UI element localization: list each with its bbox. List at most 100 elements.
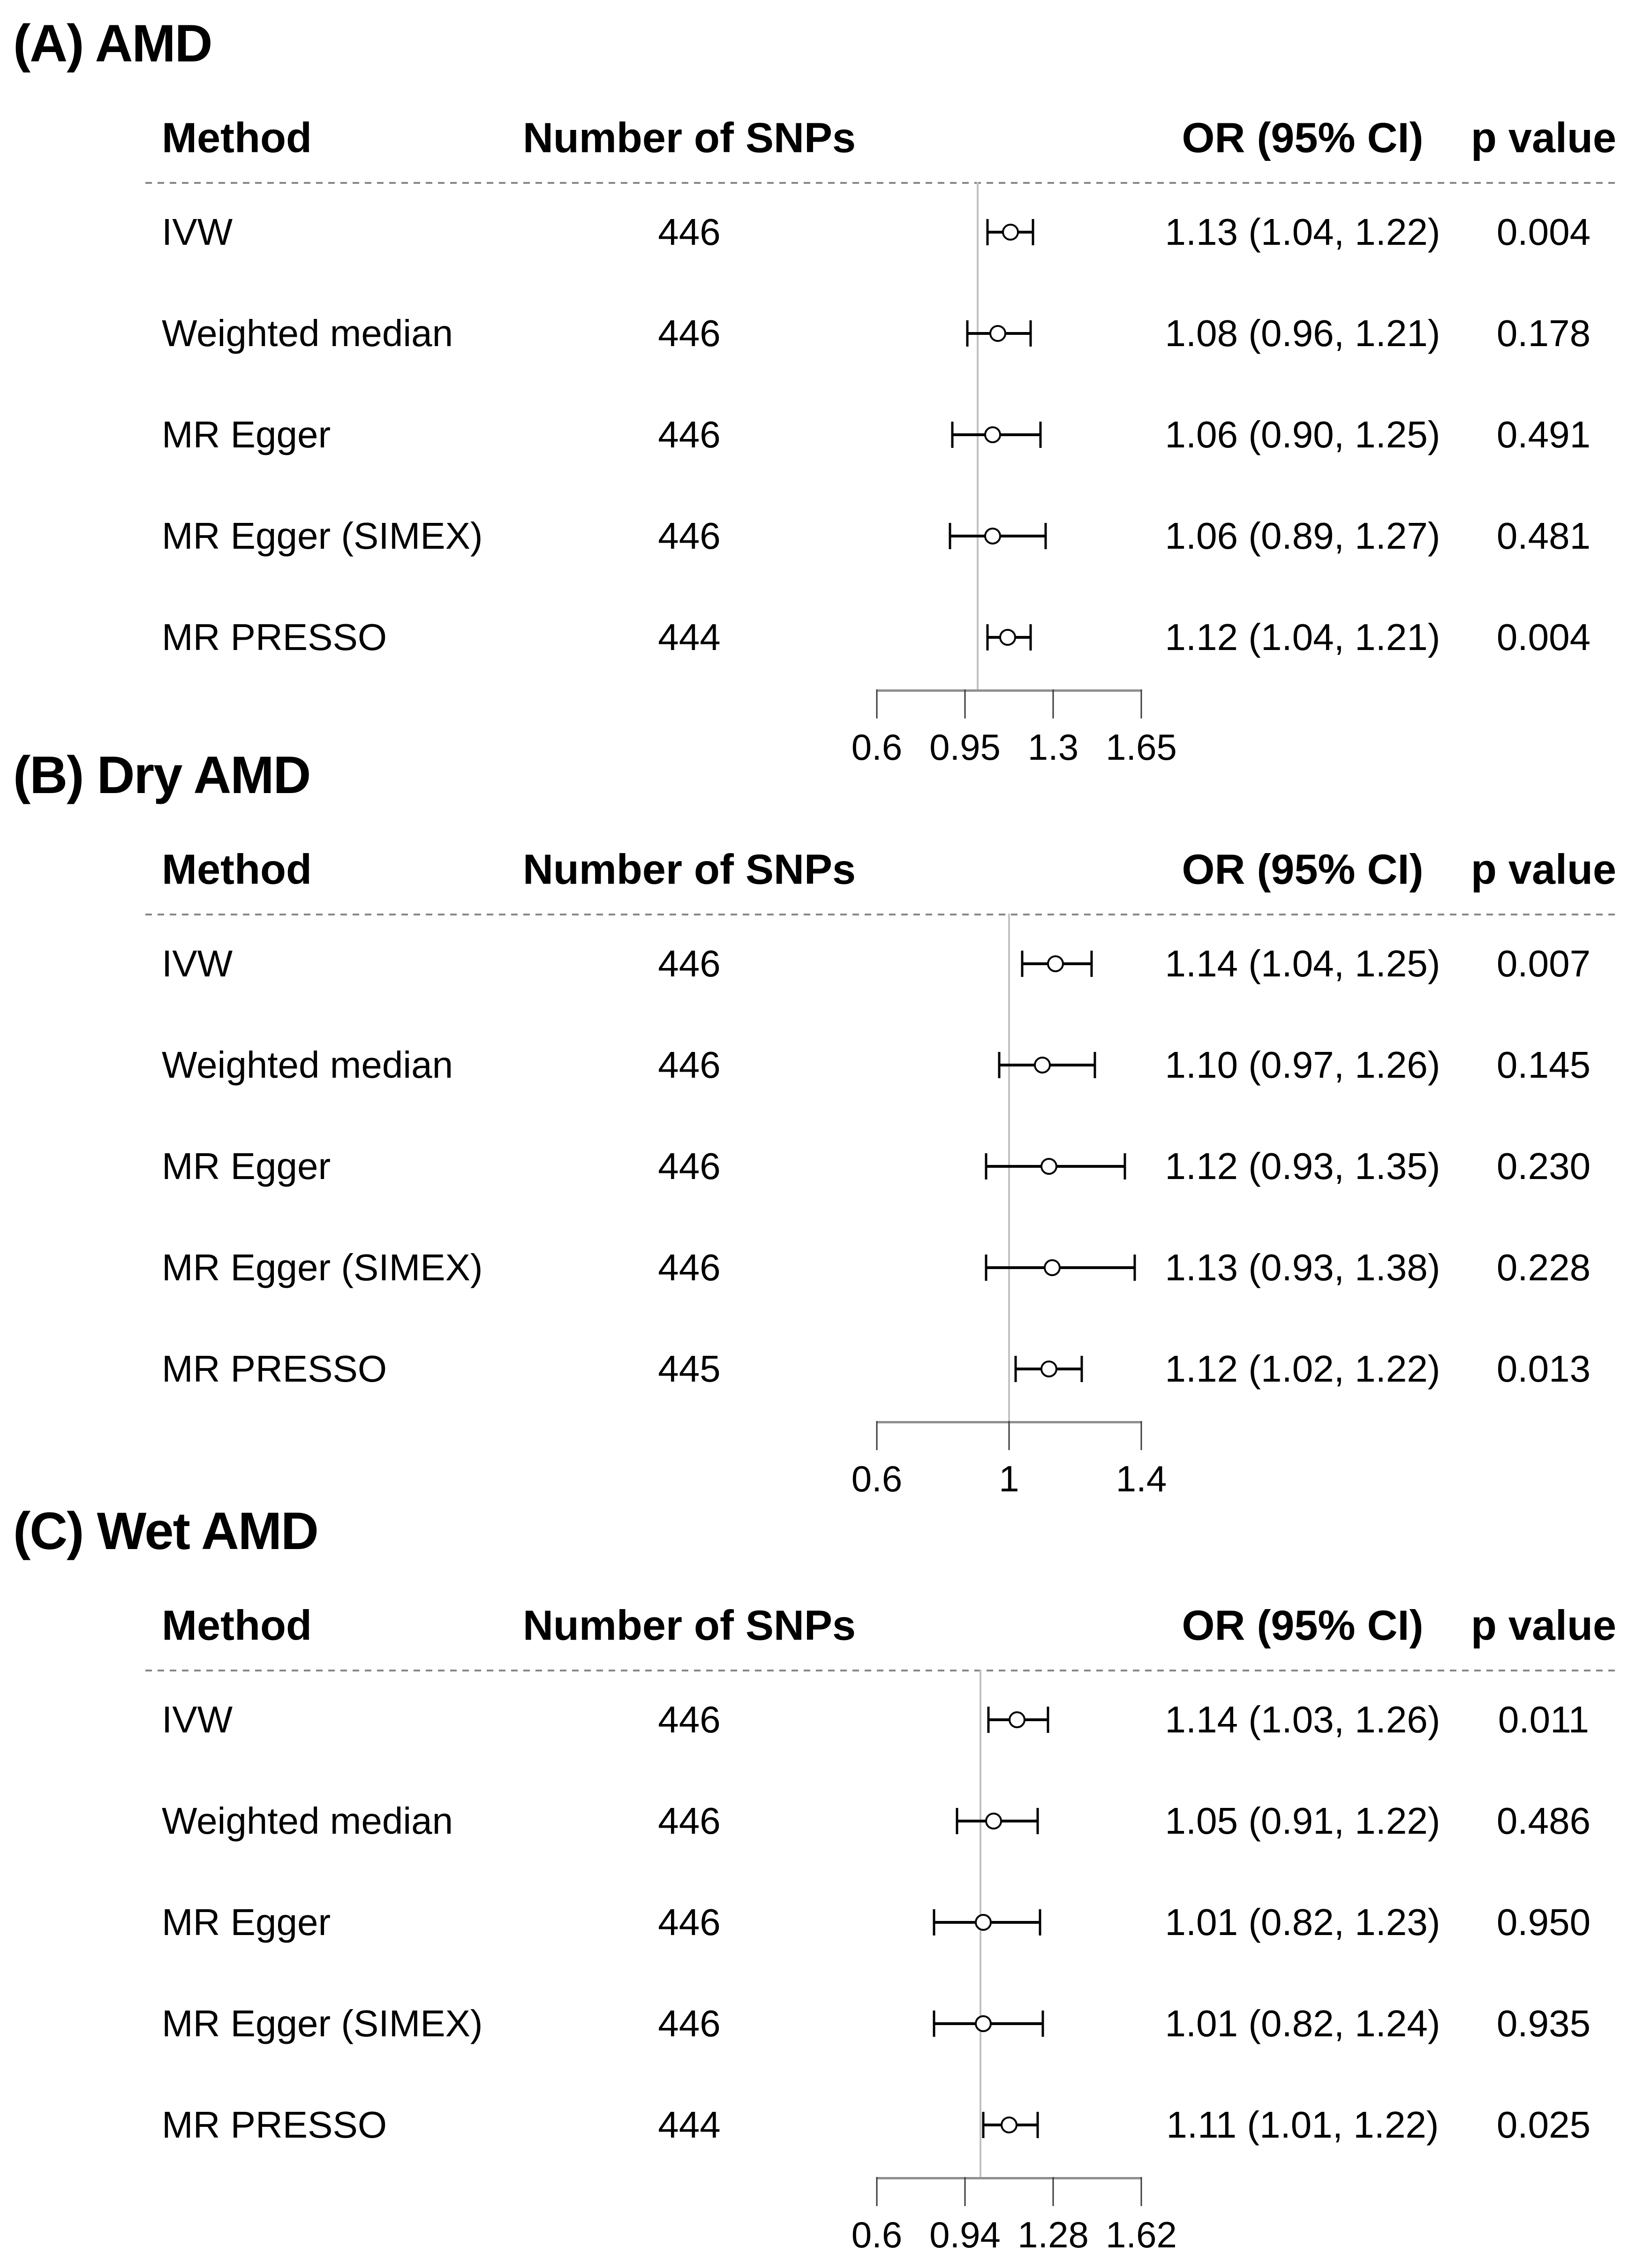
ci-upper-cap	[1029, 320, 1032, 347]
or-point-marker	[989, 325, 1006, 342]
snps-count: 446	[658, 1145, 721, 1187]
panel-title: (B) Dry AMD	[13, 746, 311, 804]
header-separator-line	[145, 1670, 1618, 1671]
p-value-text: 0.011	[1498, 1699, 1590, 1740]
column-header-snps: Number of SNPs	[522, 846, 856, 893]
x-axis-tick	[1008, 1421, 1010, 1450]
x-axis-tick-label: 1.3	[1027, 726, 1079, 768]
column-header-or-ci: OR (95% CI)	[1182, 846, 1424, 893]
ci-upper-cap	[1041, 2011, 1044, 2037]
ci-upper-cap	[1036, 2112, 1039, 2138]
snps-count: 446	[658, 1901, 721, 1943]
column-header-snps: Number of SNPs	[522, 114, 856, 162]
method-label: MR Egger	[162, 1145, 331, 1187]
x-axis-tick-label: 1	[999, 1458, 1019, 1499]
column-header-p-value: p value	[1470, 846, 1617, 893]
method-label: MR PRESSO	[162, 616, 387, 658]
ci-lower-cap	[998, 1052, 1001, 1078]
snps-count: 446	[658, 1699, 721, 1740]
x-axis-tick	[876, 1421, 878, 1450]
ci-upper-cap	[1044, 523, 1047, 549]
ci-upper-cap	[1039, 422, 1042, 448]
or-ci-text: 1.06 (0.89, 1.27)	[1165, 515, 1440, 557]
ci-lower-cap	[949, 523, 951, 549]
snps-count: 444	[658, 616, 721, 658]
x-axis-bar	[877, 689, 1141, 692]
or-point-marker	[1001, 2117, 1018, 2133]
or-ci-text: 1.01 (0.82, 1.24)	[1165, 2003, 1440, 2044]
or-ci-text: 1.12 (1.04, 1.21)	[1165, 616, 1440, 658]
ci-lower-cap	[982, 2112, 985, 2138]
snps-count: 446	[658, 414, 721, 455]
ci-upper-cap	[1090, 951, 1093, 977]
p-value-text: 0.025	[1496, 2104, 1591, 2146]
or-point-marker	[985, 1813, 1002, 1830]
ci-lower-cap	[933, 2011, 935, 2037]
x-axis-tick	[964, 2177, 966, 2206]
header-separator-line	[145, 914, 1618, 915]
or-point-marker	[974, 1914, 992, 1931]
x-axis-tick	[1140, 1421, 1142, 1450]
p-value-text: 0.491	[1496, 414, 1591, 455]
ci-upper-cap	[1036, 1808, 1039, 1834]
x-axis-bar	[877, 2177, 1141, 2179]
or-point-marker	[1040, 1361, 1057, 1377]
p-value-text: 0.007	[1496, 943, 1591, 984]
p-value-text: 0.004	[1496, 616, 1591, 658]
snps-count: 446	[658, 515, 721, 557]
p-value-text: 0.950	[1496, 1901, 1591, 1943]
p-value-text: 0.145	[1496, 1044, 1591, 1086]
snps-count: 446	[658, 312, 721, 354]
x-axis-tick	[1140, 689, 1142, 718]
ci-upper-cap	[1032, 219, 1034, 245]
ci-lower-cap	[956, 1808, 958, 1834]
ci-upper-cap	[1123, 1153, 1126, 1179]
p-value-text: 0.013	[1496, 1348, 1591, 1390]
ci-lower-cap	[933, 1909, 935, 1935]
x-axis-tick-label: 0.6	[851, 2214, 903, 2255]
or-ci-text: 1.05 (0.91, 1.22)	[1165, 1800, 1440, 1842]
column-header-method: Method	[162, 846, 312, 893]
snps-count: 446	[658, 1247, 721, 1288]
p-value-text: 0.230	[1496, 1145, 1591, 1187]
column-header-p-value: p value	[1470, 1602, 1617, 1649]
x-axis-tick	[964, 689, 966, 718]
x-axis-tick-label: 1.4	[1115, 1458, 1167, 1499]
method-label: MR Egger	[162, 1901, 331, 1943]
column-header-method: Method	[162, 114, 312, 162]
x-axis-tick-label: 0.6	[851, 1458, 903, 1499]
column-header-p-value: p value	[1470, 114, 1617, 162]
panel-title: (A) AMD	[13, 14, 212, 73]
or-ci-text: 1.11 (1.01, 1.22)	[1166, 2104, 1439, 2146]
or-ci-text: 1.12 (0.93, 1.35)	[1165, 1145, 1440, 1187]
ci-upper-cap	[1080, 1356, 1083, 1382]
forest-panel-b: (B) Dry AMD Method Number of SNPs OR (95…	[0, 732, 1628, 1512]
ci-upper-cap	[1093, 1052, 1096, 1078]
column-header-or-ci: OR (95% CI)	[1182, 1602, 1424, 1649]
column-header-method: Method	[162, 1602, 312, 1649]
method-label: IVW	[162, 211, 233, 253]
method-label: IVW	[162, 943, 233, 984]
or-point-marker	[984, 426, 1002, 443]
or-point-marker	[999, 629, 1017, 646]
p-value-text: 0.004	[1496, 211, 1591, 253]
ci-lower-cap	[986, 219, 989, 245]
or-point-marker	[974, 2015, 992, 2032]
snps-count: 444	[658, 2104, 721, 2146]
or-ci-text: 1.01 (0.82, 1.23)	[1165, 1901, 1440, 1943]
method-label: MR Egger (SIMEX)	[162, 515, 483, 557]
snps-count: 446	[658, 211, 721, 253]
ci-lower-cap	[985, 1153, 987, 1179]
or-point-marker	[1002, 224, 1019, 241]
x-axis-tick	[876, 2177, 878, 2206]
p-value-text: 0.486	[1496, 1800, 1591, 1842]
x-axis-tick-label: 0.6	[851, 726, 903, 768]
forest-panel-a: (A) AMD Method Number of SNPs OR (95% CI…	[0, 0, 1628, 780]
ci-lower-cap	[986, 624, 989, 650]
snps-count: 445	[658, 1348, 721, 1390]
x-axis-tick-label: 0.95	[929, 726, 1001, 768]
p-value-text: 0.228	[1496, 1247, 1591, 1288]
x-axis: 0.6 0.95 1.3 1.65	[852, 689, 1177, 779]
x-axis-tick	[1140, 2177, 1142, 2206]
